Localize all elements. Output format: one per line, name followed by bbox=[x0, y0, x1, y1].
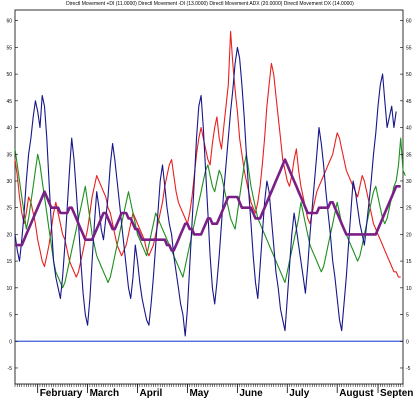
y-tick-label-left: 30 bbox=[6, 179, 12, 185]
x-tick-label: July bbox=[289, 388, 309, 399]
x-tick-label: April bbox=[140, 388, 163, 399]
y-tick-label-right: 55 bbox=[406, 45, 412, 51]
y-tick-label-left: 45 bbox=[6, 99, 12, 105]
x-tick-label: February bbox=[40, 388, 83, 399]
series-line-4 bbox=[15, 158, 401, 252]
y-tick-label-left: 40 bbox=[6, 126, 12, 132]
x-tick-label: June bbox=[239, 388, 263, 399]
y-tick-label-right: -5 bbox=[406, 366, 411, 372]
x-axis: February March April May June July August Septe… bbox=[14, 384, 413, 399]
x-tick-label: Septen bbox=[380, 388, 413, 399]
y-tick-label-right: 30 bbox=[406, 179, 412, 185]
y-tick-label-left: 55 bbox=[6, 45, 12, 51]
y-tick-label-left: 25 bbox=[6, 206, 12, 212]
y-tick-label-right: 40 bbox=[406, 126, 412, 132]
y-tick-label-right: 45 bbox=[406, 99, 412, 105]
y-tick-label-right: 20 bbox=[406, 232, 412, 238]
y-tick-label-left: 60 bbox=[6, 19, 12, 25]
x-tick-label: May bbox=[189, 388, 209, 399]
y-tick-label-left: 0 bbox=[9, 339, 12, 345]
y-tick-label-right: 0 bbox=[406, 339, 409, 345]
series-line-1 bbox=[14, 30, 401, 278]
y-tick-label-left: -5 bbox=[8, 366, 13, 372]
series-line-2 bbox=[14, 137, 406, 289]
y-tick-label-right: 50 bbox=[406, 72, 412, 78]
y-tick-label-left: 10 bbox=[6, 286, 12, 292]
y-tick-label-right: 35 bbox=[406, 152, 412, 158]
x-tick-label: August bbox=[339, 388, 374, 399]
x-tick-label: March bbox=[90, 388, 119, 399]
y-tick-label-left: 15 bbox=[6, 259, 12, 265]
y-tick-label-right: 15 bbox=[406, 259, 412, 265]
chart-title: Directl Movement +DI (11.0000) Directl M… bbox=[66, 1, 354, 7]
y-tick-label-right: 60 bbox=[406, 19, 412, 25]
y-tick-label-left: 35 bbox=[6, 152, 12, 158]
plot-area bbox=[14, 9, 406, 385]
y-tick-label-right: 5 bbox=[406, 313, 409, 319]
y-tick-label-left: 5 bbox=[9, 313, 12, 319]
y-tick-label-left: 50 bbox=[6, 72, 12, 78]
y-tick-label-right: 10 bbox=[406, 286, 412, 292]
y-tick-label-right: 25 bbox=[406, 206, 412, 212]
y-tick-label-left: 20 bbox=[6, 232, 12, 238]
plot-frame bbox=[14, 9, 404, 385]
